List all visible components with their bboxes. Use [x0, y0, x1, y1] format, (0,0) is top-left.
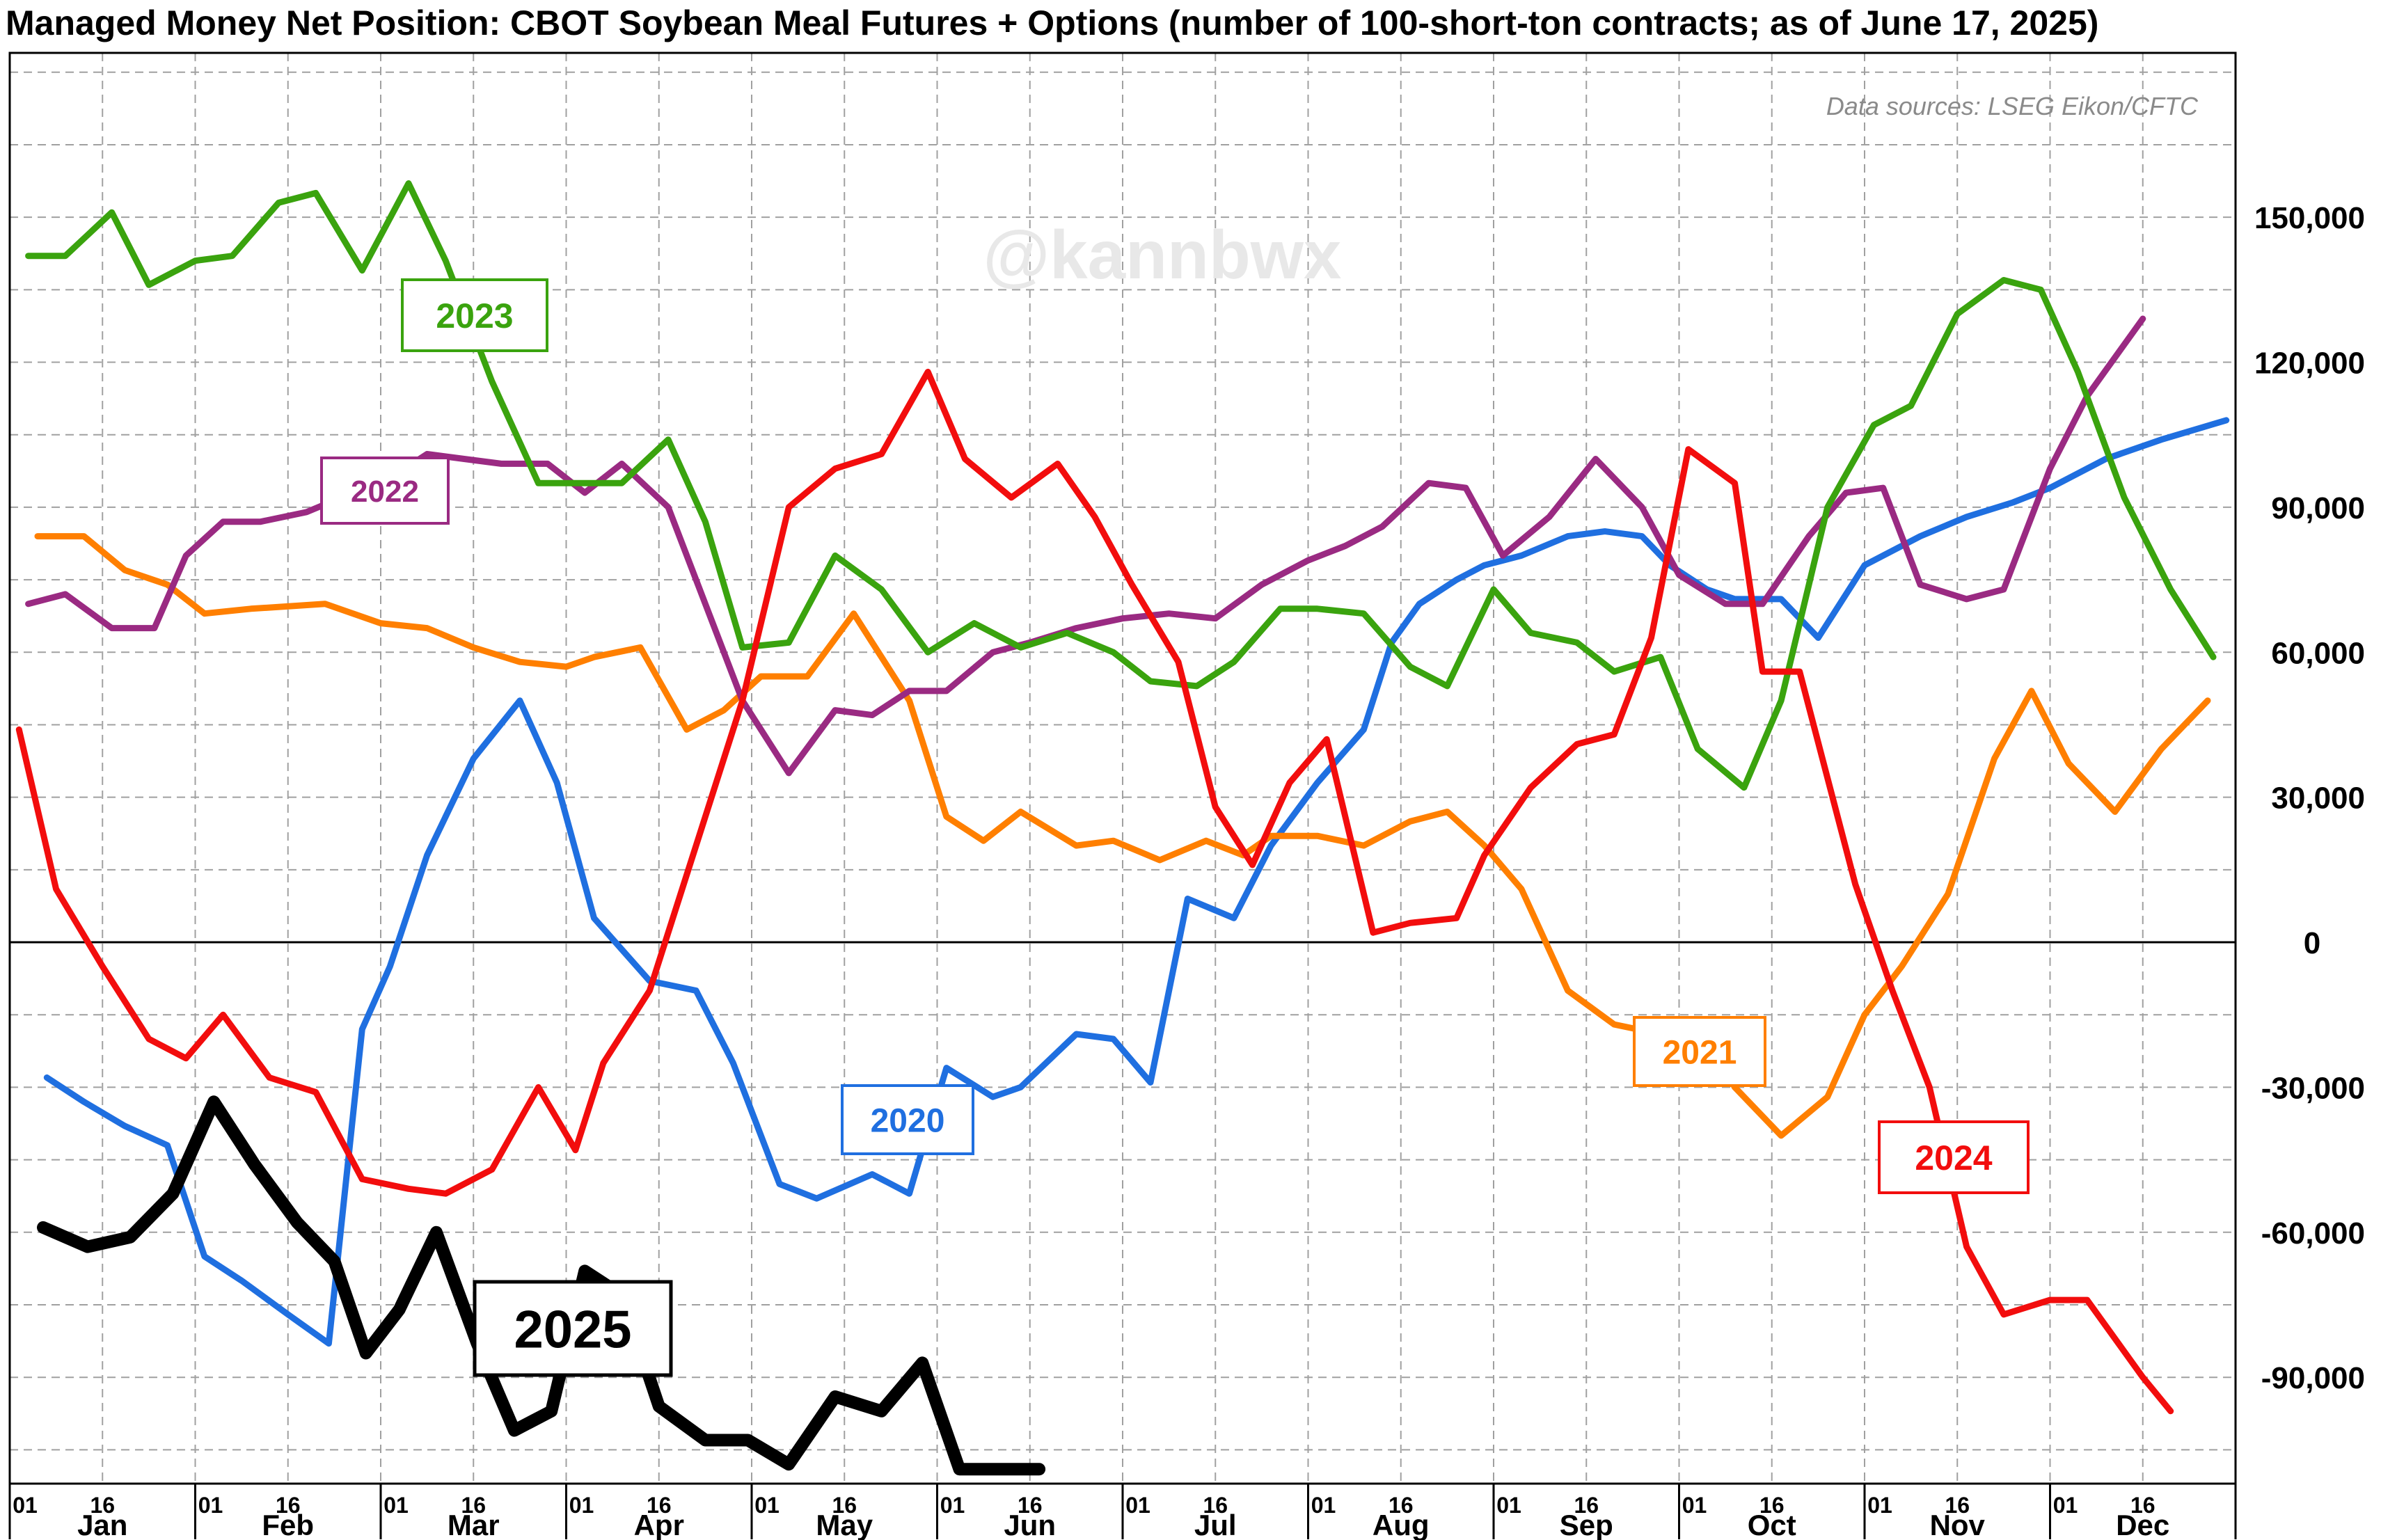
- y-tick-label: 120,000: [2254, 347, 2365, 381]
- x-tick-label: 01: [1496, 1493, 1521, 1518]
- series-label-2021: 2021: [1663, 1034, 1737, 1071]
- x-tick-label: 16: [90, 1493, 115, 1518]
- month-label: Jun: [1004, 1509, 1056, 1540]
- series-label-box-2022: [320, 457, 450, 525]
- x-tick-label: 16: [1389, 1493, 1414, 1518]
- series-label-2022: 2022: [351, 475, 419, 509]
- x-tick-label: 16: [1945, 1493, 1970, 1518]
- series-line-2021: [34, 533, 2211, 1139]
- month-label: Jan: [77, 1509, 127, 1540]
- y-tick-label: 30,000: [2271, 781, 2365, 816]
- x-tick-label: 01: [1867, 1493, 1892, 1518]
- y-tick-label: -90,000: [2261, 1361, 2365, 1395]
- x-tick-label: 01: [569, 1493, 594, 1518]
- series-line-2024: [15, 368, 2174, 1415]
- x-tick-label: 16: [276, 1493, 301, 1518]
- x-tick-label: 01: [754, 1493, 780, 1518]
- x-tick-label: 16: [461, 1493, 486, 1518]
- x-tick-label: 01: [2053, 1493, 2078, 1518]
- month-label: Oct: [1748, 1509, 1796, 1540]
- chart-title: Managed Money Net Position: CBOT Soybean…: [6, 3, 2098, 42]
- x-tick-label: 01: [1311, 1493, 1336, 1518]
- series-label-box-2020: [841, 1084, 974, 1155]
- y-tick-label: 0: [2304, 926, 2320, 960]
- month-label: Feb: [262, 1509, 314, 1540]
- series-label-box-2021: [1633, 1016, 1766, 1087]
- y-tick-label: -60,000: [2261, 1216, 2365, 1251]
- y-tick-label: 60,000: [2271, 636, 2365, 670]
- x-tick-label: 01: [198, 1493, 223, 1518]
- series-label-box-2025: [473, 1280, 673, 1377]
- x-tick-label: 01: [1682, 1493, 1707, 1518]
- month-label: May: [816, 1509, 873, 1540]
- series-label-2020: 2020: [871, 1102, 945, 1139]
- x-tick-label: 16: [1203, 1493, 1228, 1518]
- series-label-2023: 2023: [436, 296, 513, 335]
- month-label: Nov: [1930, 1509, 1986, 1540]
- month-label: Jul: [1194, 1509, 1237, 1540]
- x-tick-label: 16: [1759, 1493, 1785, 1518]
- series-label-2024: 2024: [1915, 1138, 1992, 1177]
- y-tick-label: 150,000: [2254, 201, 2365, 235]
- series-line-2023: [25, 180, 2217, 791]
- x-tick-label: 01: [13, 1493, 38, 1518]
- x-tick-label: 01: [940, 1493, 965, 1518]
- x-tick-label: 01: [383, 1493, 409, 1518]
- label-layer: 2020 2021 2022 2023 2024 2025: [320, 278, 2030, 1377]
- y-axis: 150,000 120,000 90,000 60,000 30,000 0 -30,000…: [2254, 201, 2365, 1395]
- month-label: Aug: [1373, 1509, 1430, 1540]
- y-tick-label: 90,000: [2271, 491, 2365, 525]
- x-tick-label: 16: [647, 1493, 672, 1518]
- series-line-2022: [25, 315, 2146, 777]
- series-line-2020: [43, 417, 2230, 1347]
- x-tick-label: 16: [832, 1493, 857, 1518]
- x-tick-label: 01: [1125, 1493, 1150, 1518]
- x-tick-label: 16: [2130, 1493, 2155, 1518]
- series-label-box-2024: [1878, 1120, 2030, 1194]
- month-label: Apr: [634, 1509, 684, 1540]
- month-label: Mar: [448, 1509, 500, 1540]
- series-line-2025: [37, 1095, 1046, 1476]
- x-tick-label: 16: [1018, 1493, 1043, 1518]
- watermark: @kannbwx: [983, 216, 1342, 293]
- month-label: Sep: [1560, 1509, 1613, 1540]
- series-label-box-2023: [401, 278, 548, 352]
- series-label-2025: 2025: [514, 1300, 631, 1359]
- x-tick-label: 16: [1574, 1493, 1599, 1518]
- month-label: Dec: [2116, 1509, 2169, 1540]
- source-note: Data sources: LSEG Eikon/CFTC: [1826, 92, 2199, 120]
- y-tick-label: -30,000: [2261, 1071, 2365, 1105]
